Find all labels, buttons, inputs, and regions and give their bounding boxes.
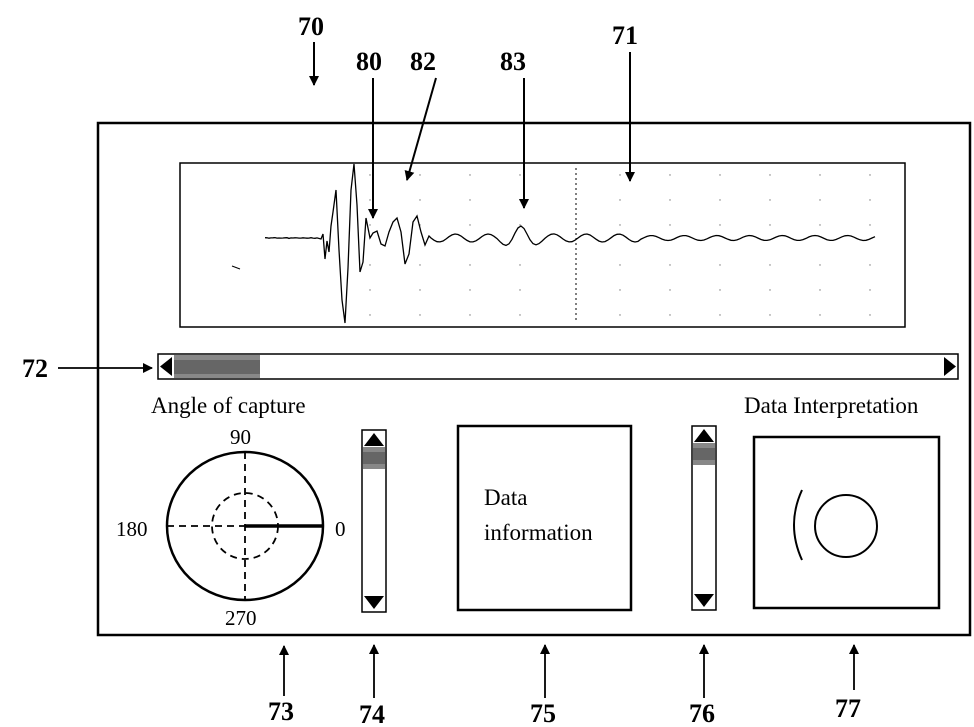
grid-dot: [669, 314, 670, 315]
ref-numeral-80: 80: [356, 47, 382, 76]
grid-dot: [819, 174, 820, 175]
grid-dot: [369, 314, 370, 315]
grid-dot: [469, 224, 470, 225]
grid-dot: [819, 264, 820, 265]
grid-dot: [869, 199, 870, 200]
waveform-grid-dots: [369, 174, 870, 315]
data-information-line1: Data: [484, 485, 527, 510]
grid-dot: [719, 289, 720, 290]
grid-dot: [469, 289, 470, 290]
grid-dot: [469, 314, 470, 315]
grid-dot: [819, 199, 820, 200]
angle-label-180: 180: [116, 517, 148, 541]
grid-dot: [619, 174, 620, 175]
ref-numeral-74: 74: [359, 700, 385, 727]
ref-numeral-72: 72: [22, 354, 48, 383]
grid-dot: [419, 264, 420, 265]
grid-dot: [619, 224, 620, 225]
horizontal-scrollbar[interactable]: [158, 354, 958, 379]
ref-numeral-70: 70: [298, 12, 324, 41]
grid-dot: [719, 174, 720, 175]
grid-dot: [519, 174, 520, 175]
grid-dot: [619, 314, 620, 315]
grid-dot: [369, 264, 370, 265]
grid-dot: [669, 199, 670, 200]
grid-dot: [869, 314, 870, 315]
ref-numeral-82: 82: [410, 47, 436, 76]
grid-dot: [519, 314, 520, 315]
grid-dot: [669, 174, 670, 175]
grid-dot: [869, 264, 870, 265]
grid-dot: [369, 174, 370, 175]
grid-dot: [769, 199, 770, 200]
grid-dot: [369, 289, 370, 290]
grid-dot: [769, 264, 770, 265]
grid-dot: [819, 314, 820, 315]
grid-dot: [669, 264, 670, 265]
grid-dot: [869, 224, 870, 225]
grid-dot: [719, 224, 720, 225]
waveform-trace: [265, 164, 875, 323]
grid-dot: [419, 289, 420, 290]
grid-dot: [769, 289, 770, 290]
ref-numeral-77: 77: [835, 694, 861, 723]
vertical-scroll-thumb-1-grip: [363, 452, 385, 464]
grid-dot: [669, 224, 670, 225]
horizontal-scroll-thumb-grip: [174, 360, 260, 374]
angle-label-0: 0: [335, 517, 346, 541]
grid-dot: [669, 289, 670, 290]
grid-dot: [769, 174, 770, 175]
grid-dot: [369, 199, 370, 200]
grid-dot: [869, 174, 870, 175]
ref-numeral-71: 71: [612, 21, 638, 50]
data-information-panel: [458, 426, 631, 610]
grid-dot: [719, 314, 720, 315]
ref-arrow-82: [407, 78, 436, 180]
grid-dot: [769, 224, 770, 225]
grid-dot: [469, 264, 470, 265]
ref-numeral-83: 83: [500, 47, 526, 76]
ref-numeral-76: 76: [689, 699, 715, 727]
grid-dot: [619, 199, 620, 200]
grid-dot: [619, 289, 620, 290]
grid-dot: [519, 224, 520, 225]
data-information-line2: information: [484, 520, 593, 545]
ref-numeral-75: 75: [530, 699, 556, 727]
grid-dot: [869, 289, 870, 290]
grid-dot: [419, 199, 420, 200]
grid-dot: [819, 224, 820, 225]
grid-dot: [769, 314, 770, 315]
waveform-display: [180, 163, 905, 327]
vertical-scroll-thumb-2-grip: [693, 448, 715, 460]
grid-dot: [519, 264, 520, 265]
data-interpretation-panel: [754, 437, 939, 608]
grid-dot: [469, 199, 470, 200]
grid-dot: [519, 289, 520, 290]
grid-dot: [519, 199, 520, 200]
data-interpretation-title: Data Interpretation: [744, 393, 919, 418]
grid-dot: [469, 174, 470, 175]
angle-label-270: 270: [225, 606, 257, 630]
grid-dot: [419, 314, 420, 315]
grid-dot: [619, 264, 620, 265]
ref-numeral-73: 73: [268, 697, 294, 726]
grid-dot: [819, 289, 820, 290]
angle-panel-title: Angle of capture: [151, 393, 306, 418]
grid-dot: [719, 264, 720, 265]
angle-label-90: 90: [230, 425, 251, 449]
grid-dot: [719, 199, 720, 200]
grid-dot: [369, 224, 370, 225]
grid-dot: [419, 174, 420, 175]
waveform-stray-mark: [232, 266, 240, 269]
